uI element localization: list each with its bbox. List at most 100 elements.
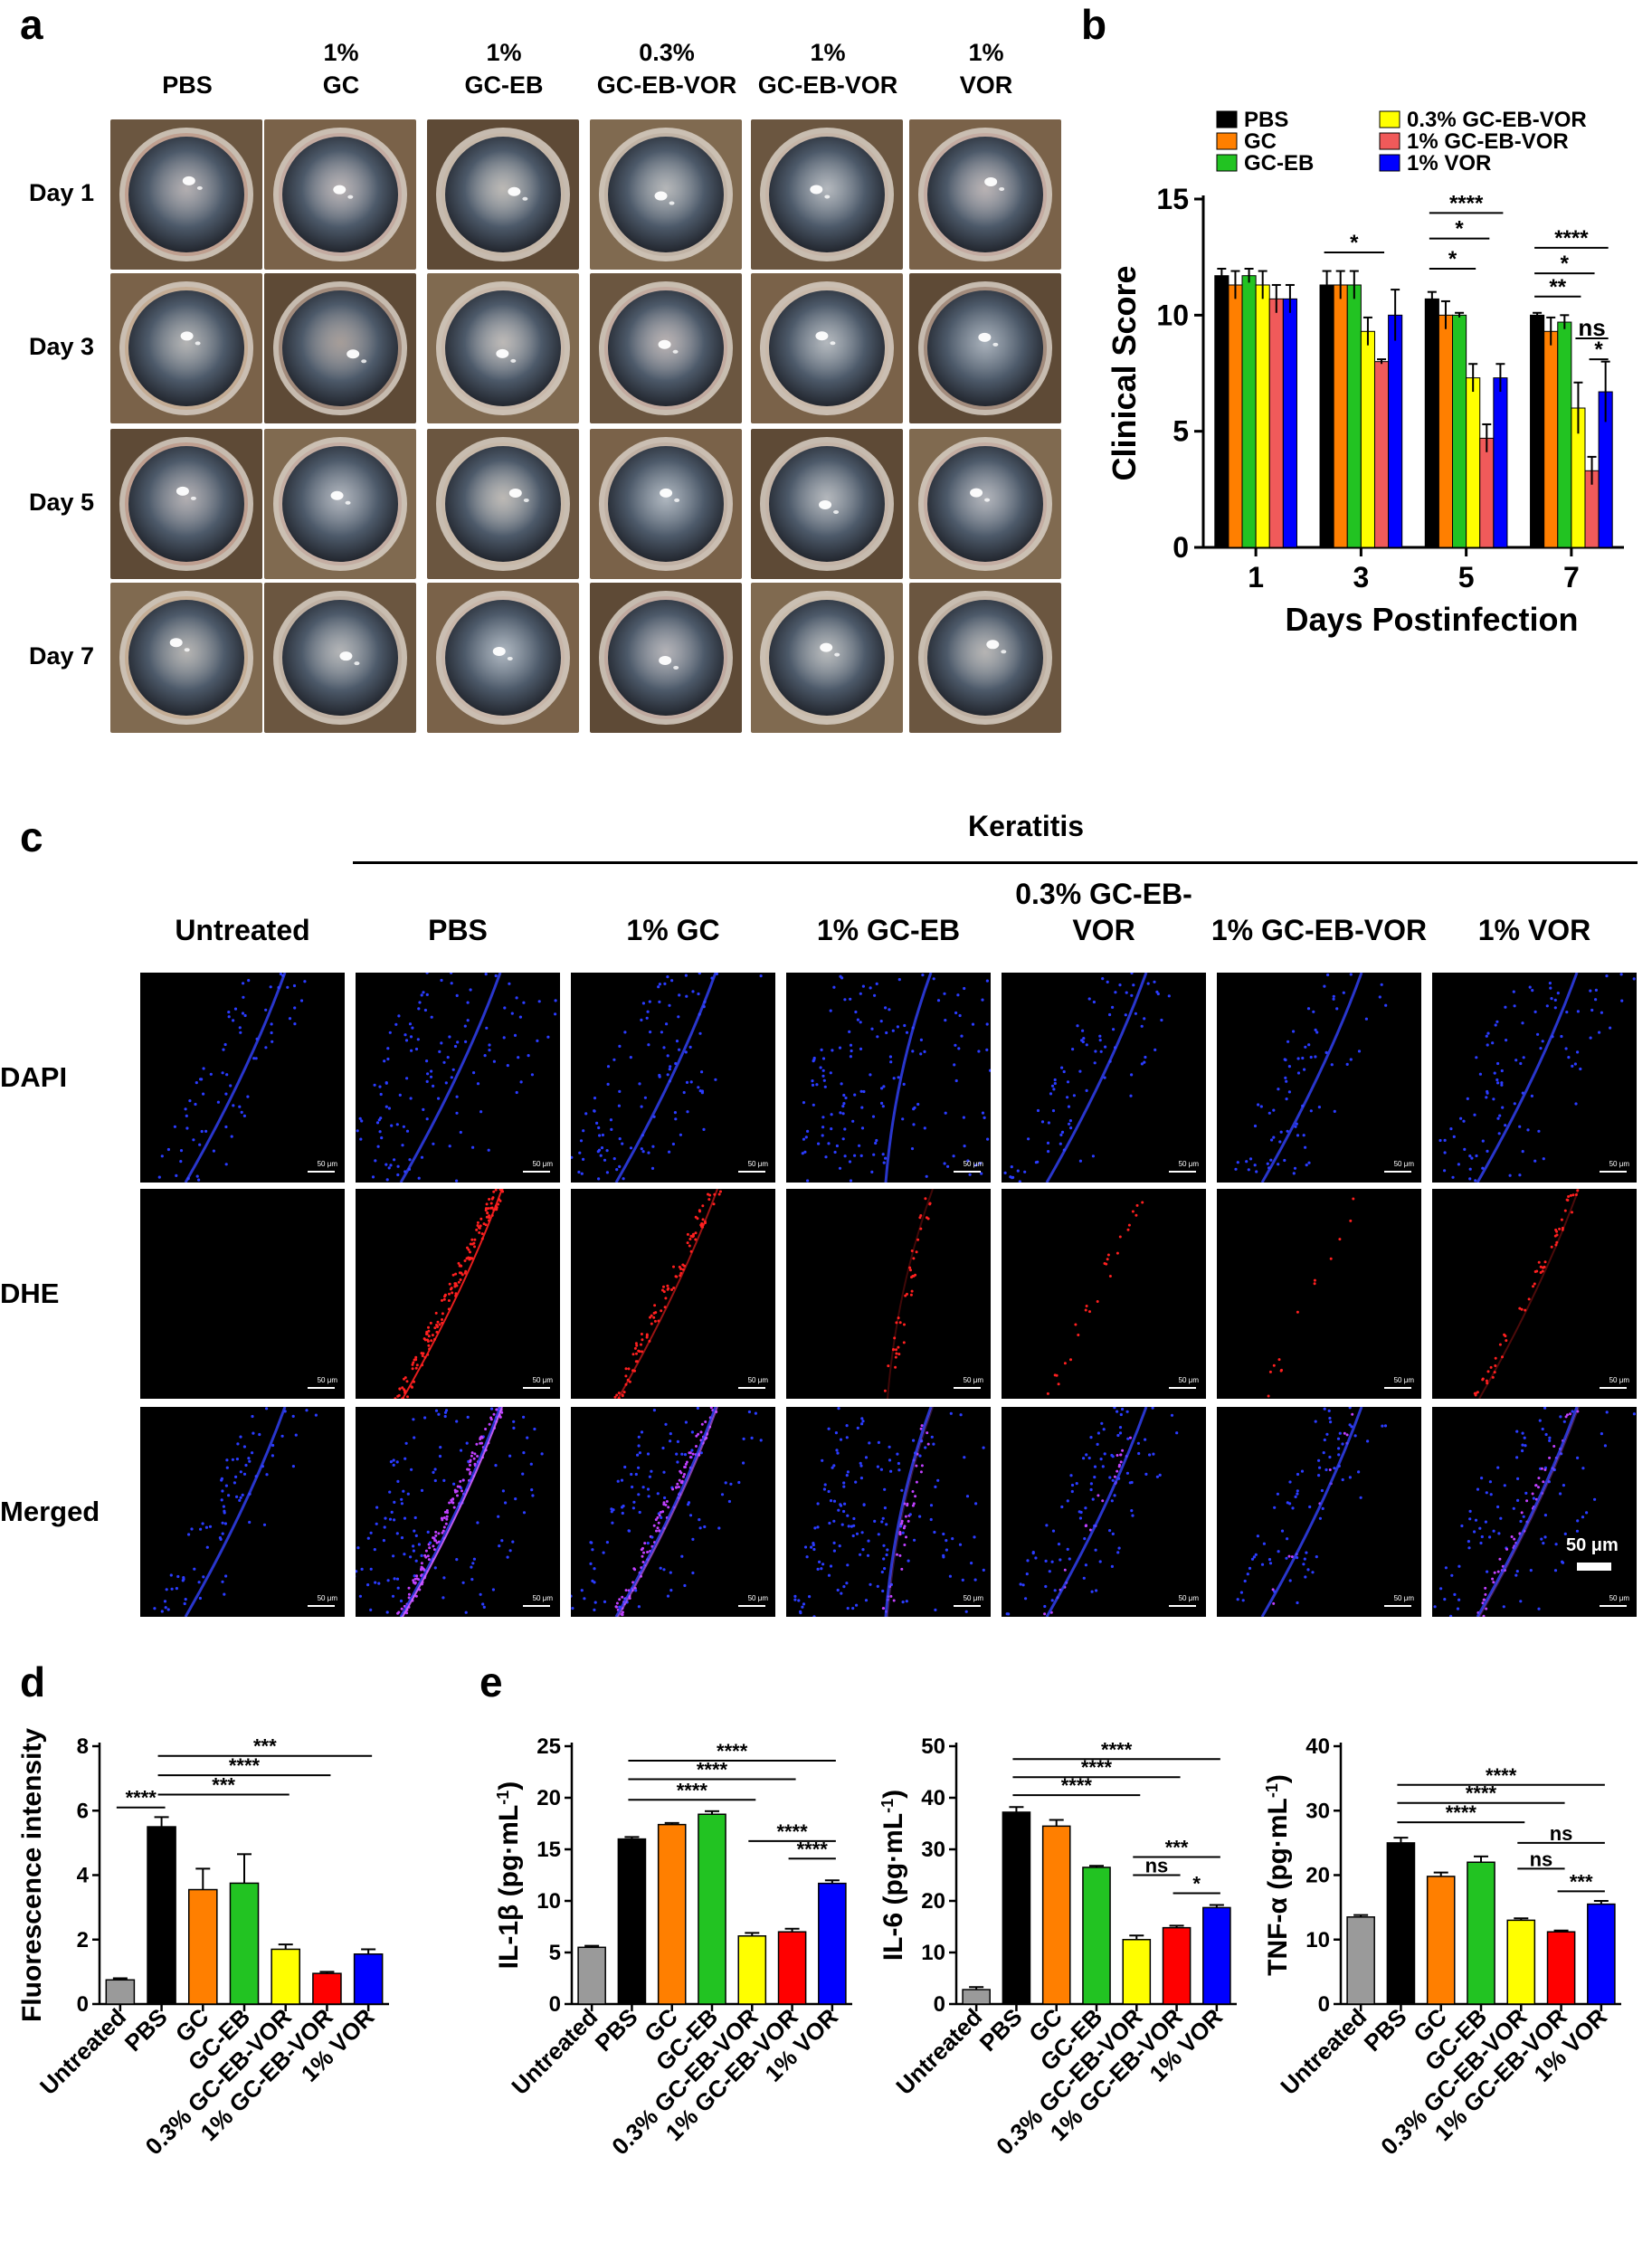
scale-bar-label: 50 μm <box>317 1594 337 1602</box>
panel-e-letter: e <box>479 1658 503 1705</box>
eye-column-label: 0.3% GC-EB-VOR <box>590 36 744 101</box>
y-tick-label: 30 <box>921 1838 945 1862</box>
eye-photo <box>427 583 579 733</box>
eye-row-label: Day 1 <box>29 179 95 206</box>
eye-photo <box>264 119 416 270</box>
microscopy-image: 50 μm 50 μm <box>1432 1407 1637 1617</box>
scale-bar-big-label: 50 μm <box>1566 1535 1619 1555</box>
significance-label: * <box>1594 337 1603 362</box>
bar <box>1282 298 1297 548</box>
y-axis-label-end: ) <box>494 1781 524 1791</box>
microscopy-image: 50 μm <box>1002 1407 1206 1617</box>
microscopy-image: 50 μm <box>1217 1407 1421 1617</box>
bar <box>1255 284 1270 548</box>
bar <box>187 1888 218 2005</box>
eye-photo <box>590 119 742 270</box>
micro-column-label-line1: 0.3% GC-EB- <box>1015 878 1192 910</box>
eye-column-label-line1: 1% <box>968 39 1004 66</box>
significance-label: **** <box>776 1820 808 1843</box>
y-axis-label: Clinical Score <box>1106 265 1143 480</box>
microscopy-image: 50 μm <box>786 973 991 1183</box>
y-tick-label: 30 <box>1305 1799 1330 1823</box>
y-tick-label: 25 <box>536 1734 561 1759</box>
eye-photo <box>590 583 742 733</box>
microscopy-image: 50 μm <box>140 1189 345 1399</box>
scale-bar-label: 50 μm <box>747 1594 768 1602</box>
significance-label: * <box>1455 217 1464 242</box>
bar <box>1162 1926 1192 2005</box>
bar <box>1479 437 1495 548</box>
eye-photo <box>751 583 903 733</box>
eye-photo <box>909 119 1061 270</box>
microscopy-image: 50 μm <box>1432 1189 1637 1399</box>
bar <box>1228 284 1243 548</box>
micro-column-label: 1% GC-EB <box>780 912 997 948</box>
bar <box>818 1882 847 2005</box>
significance-label: ns <box>1530 1848 1553 1870</box>
y-tick-label: 0 <box>1318 1992 1330 2017</box>
panel-b-letter: b <box>1081 1 1107 48</box>
eye-column-label-line1: 1% <box>486 39 522 66</box>
y-tick-label: 10 <box>921 1941 945 1965</box>
eye-column-label: PBS <box>110 36 264 101</box>
panel-b-clinical-score-chart: 0 5 10 15 Clinical Score Days Postinfection 1 3… <box>1106 108 1624 638</box>
significance-label: ns <box>1550 1822 1573 1845</box>
legend-swatch <box>1216 154 1238 172</box>
bar <box>1467 1861 1495 2005</box>
significance-label: * <box>1448 247 1457 271</box>
eye-column-label: 1% GC-EB <box>427 36 581 101</box>
micro-column-label-line1: PBS <box>428 914 488 946</box>
micro-column-label-line1: 1% GC <box>626 914 720 946</box>
eye-column-label-line2: GC-EB-VOR <box>757 71 898 99</box>
bar <box>1122 1939 1152 2005</box>
bar <box>105 1979 136 2005</box>
eye-photo <box>110 273 262 423</box>
eye-photo <box>427 429 579 579</box>
significance-label: ns <box>1145 1855 1169 1877</box>
y-tick-label: 0 <box>549 1992 561 2017</box>
x-tick-label: 5 <box>1458 561 1475 594</box>
eye-row-label: Day 5 <box>29 489 95 516</box>
bar <box>1506 1919 1536 2005</box>
y-tick-label: 6 <box>77 1799 89 1823</box>
microscopy-image: 50 μm <box>786 1189 991 1399</box>
significance-label: **** <box>717 1740 748 1762</box>
bar <box>1424 298 1439 548</box>
bar <box>1202 1906 1231 2005</box>
x-tick-label: Untreated <box>1275 2003 1372 2100</box>
x-tick-label: PBS <box>119 2003 173 2057</box>
eye-column-label-line2: PBS <box>162 71 213 99</box>
eye-photo <box>751 273 903 423</box>
bar <box>271 1948 301 2005</box>
eye-column-label: 1% GC <box>264 36 418 101</box>
scale-bar-label: 50 μm <box>963 1160 983 1168</box>
bar <box>1333 284 1348 548</box>
x-tick-label: PBS <box>590 2003 643 2057</box>
significance-label: *** <box>212 1773 235 1796</box>
bar <box>229 1882 260 2005</box>
y-tick-label: 20 <box>921 1889 945 1914</box>
panel-a-letter: a <box>20 1 43 48</box>
y-tick-label: 40 <box>921 1786 945 1810</box>
y-axis-label-sup: -1 <box>1263 1783 1281 1798</box>
eye-photo <box>110 119 262 270</box>
bar <box>1543 330 1559 548</box>
legend-label: 1% VOR <box>1407 151 1491 176</box>
y-tick-label: 15 <box>536 1838 561 1862</box>
bar <box>1041 1825 1071 2005</box>
microscopy-image: 50 μm <box>140 973 345 1183</box>
y-tick-label: 2 <box>77 1928 89 1952</box>
legend-label: 1% GC-EB-VOR <box>1407 129 1569 154</box>
bar <box>1452 314 1467 548</box>
bar <box>1268 298 1284 548</box>
eye-column-label-line1 <box>110 36 264 69</box>
scale-bar-label: 50 μm <box>1178 1376 1199 1384</box>
eye-row-label: Day 3 <box>29 333 95 360</box>
scale-bar-label: 50 μm <box>1609 1594 1629 1602</box>
significance-label: **** <box>1446 1801 1477 1824</box>
eye-photo <box>909 429 1061 579</box>
microscopy-image: 50 μm <box>571 1407 775 1617</box>
